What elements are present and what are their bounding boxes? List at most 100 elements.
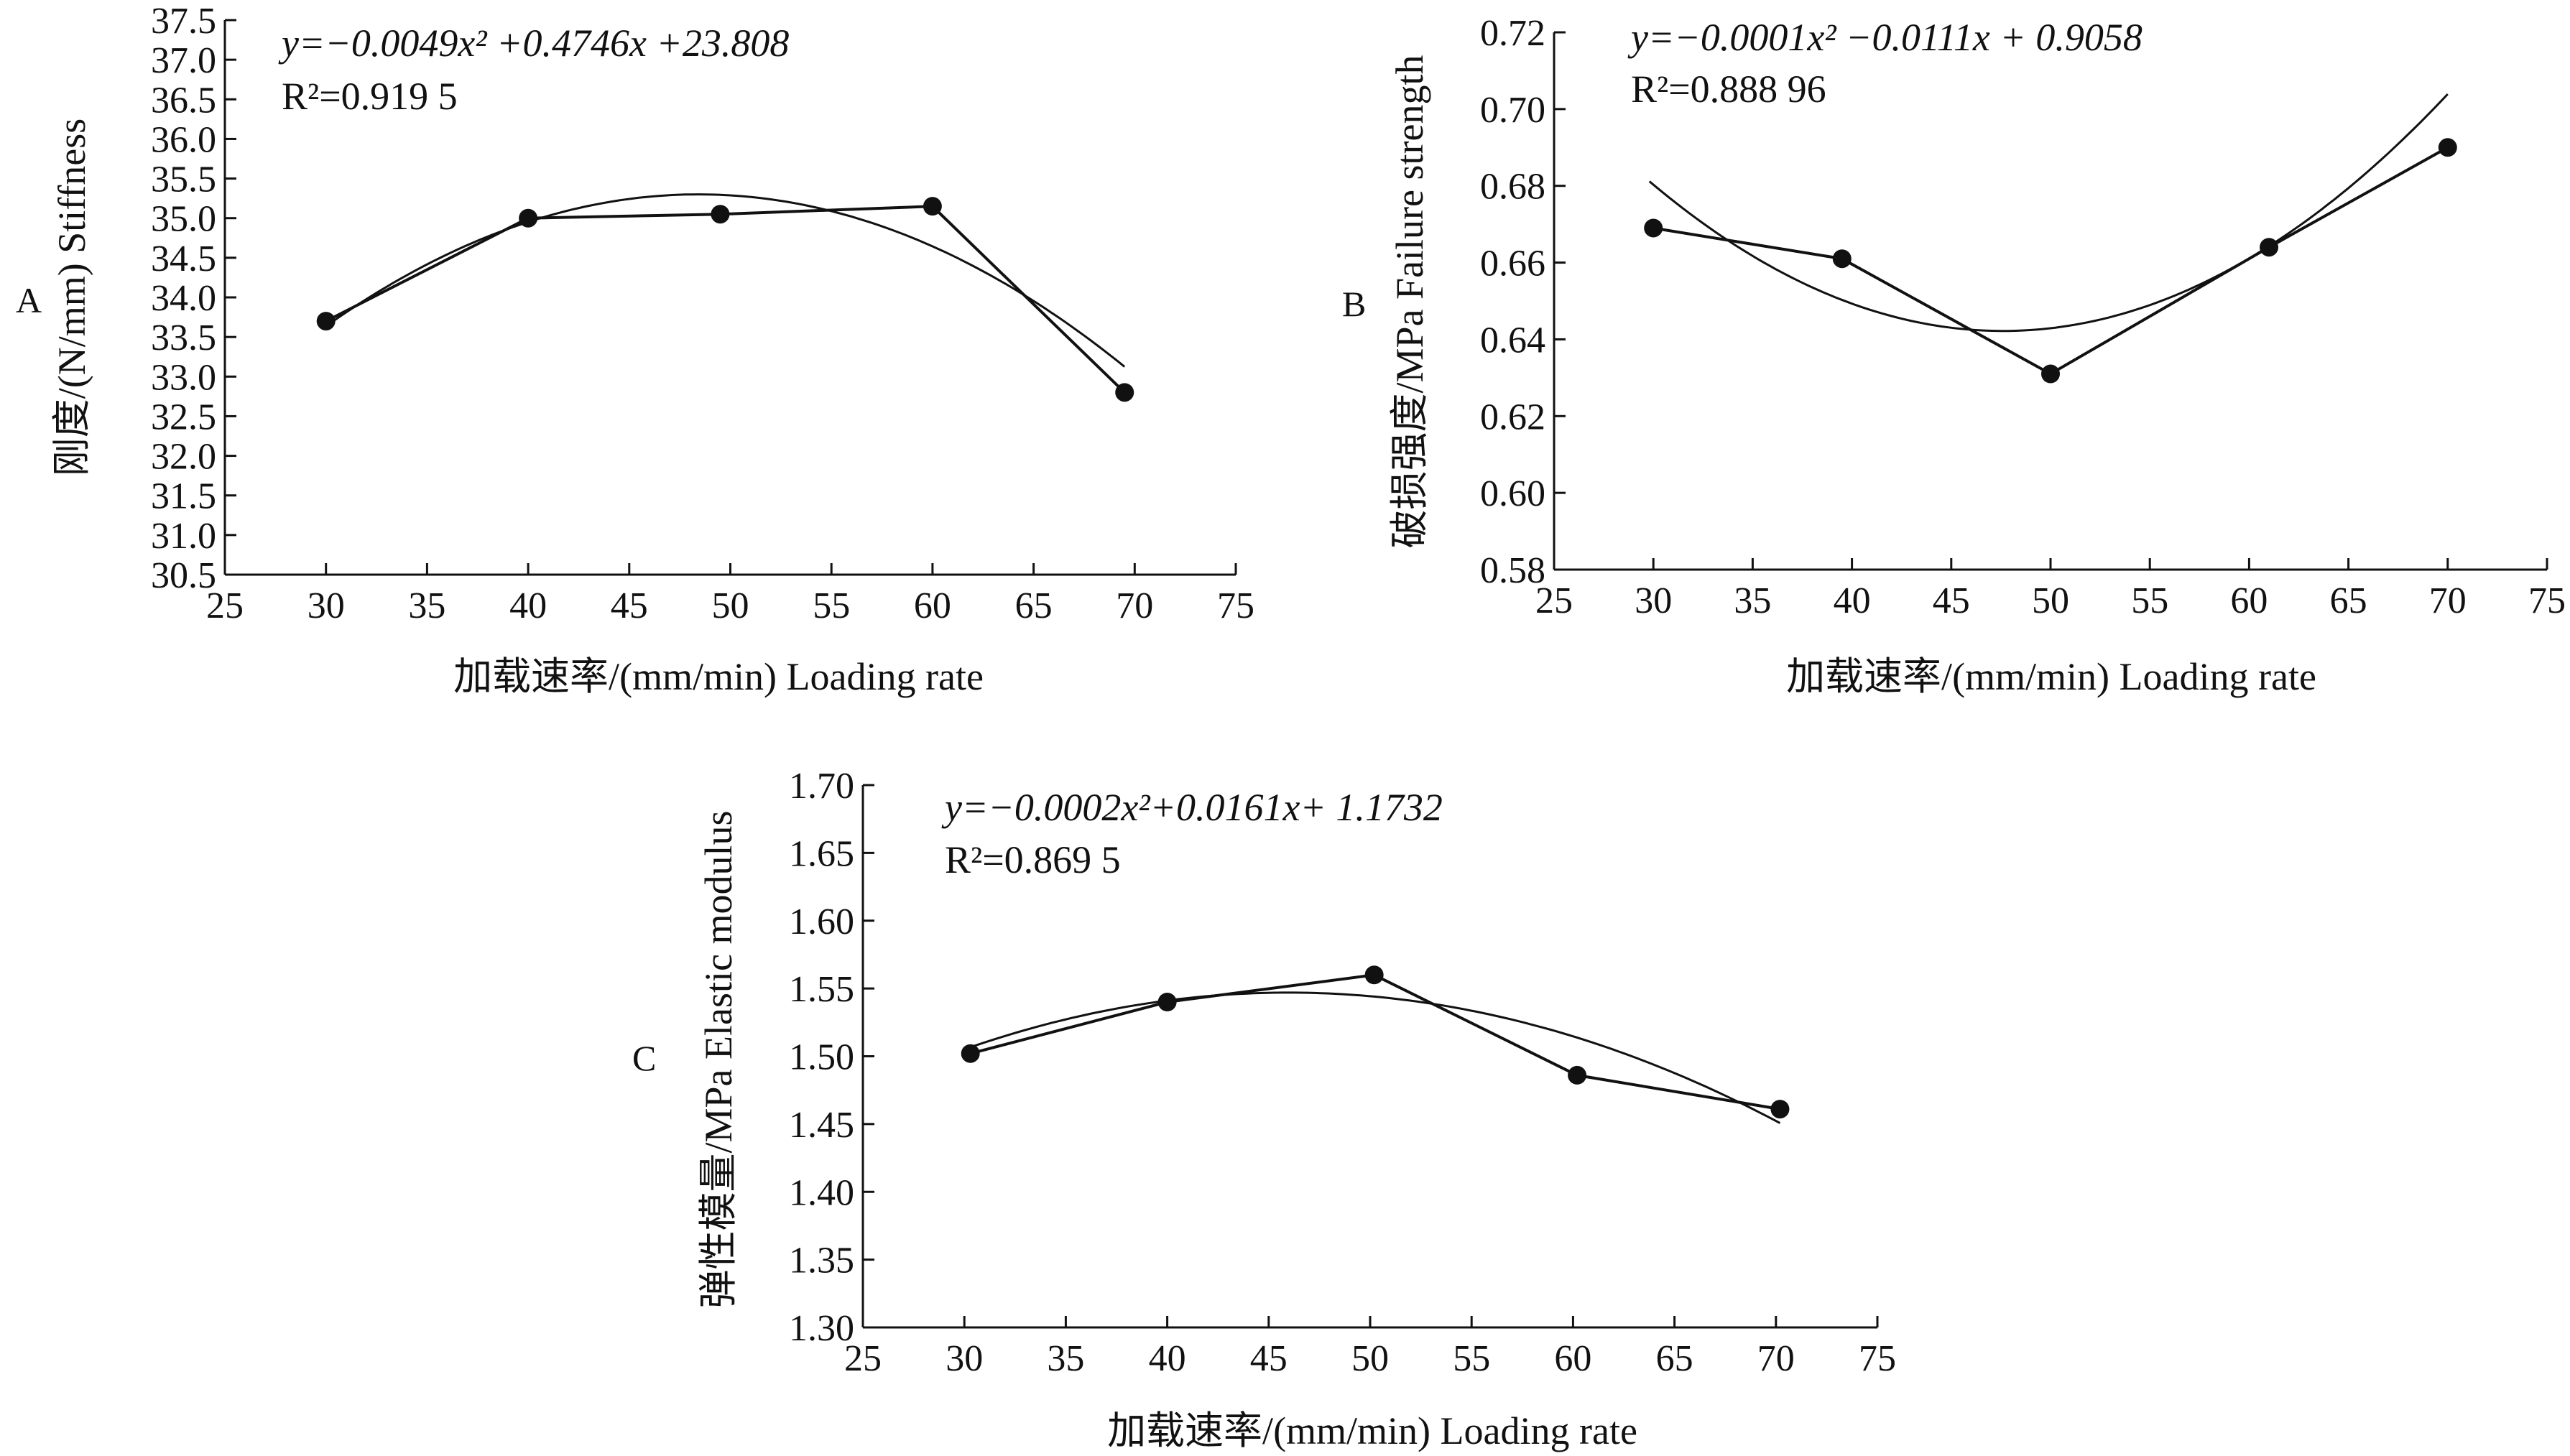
y-tick-label: 32.5 <box>151 397 216 437</box>
y-tick-label: 34.5 <box>151 238 216 279</box>
y-tick-label: 1.35 <box>789 1241 854 1281</box>
data-point <box>961 1044 980 1063</box>
r-squared: R²=0.869 5 <box>945 838 1121 881</box>
y-tick-label: 1.45 <box>789 1105 854 1146</box>
x-tick-label: 40 <box>509 585 547 626</box>
x-tick-label: 25 <box>844 1338 882 1379</box>
y-tick-label: 33.0 <box>151 357 216 398</box>
y-tick-label: 1.60 <box>789 901 854 942</box>
y-tick-label: 37.5 <box>151 1 216 42</box>
x-tick-label: 55 <box>2131 580 2168 621</box>
x-tick-label: 75 <box>1859 1338 1896 1379</box>
y-tick-label: 33.5 <box>151 317 216 358</box>
x-tick-label: 65 <box>1015 585 1053 626</box>
x-tick-label: 70 <box>1116 585 1153 626</box>
x-tick-label: 60 <box>1554 1338 1591 1379</box>
x-tick-label: 65 <box>1656 1338 1693 1379</box>
x-tick-label: 40 <box>1149 1338 1186 1379</box>
y-tick-label: 0.60 <box>1480 473 1545 514</box>
x-tick-label: 40 <box>1834 580 1871 621</box>
fit-equation: y=−0.0001x² −0.0111x + 0.9058 <box>1627 16 2143 59</box>
y-tick-label: 31.5 <box>151 476 216 517</box>
x-tick-label: 35 <box>1047 1338 1084 1379</box>
r-squared: R²=0.919 5 <box>282 75 458 118</box>
data-point <box>519 208 538 228</box>
data-line <box>970 973 1780 1111</box>
x-axis-label: 加载速率/(mm/min) Loading rate <box>1107 1409 1637 1452</box>
fit-equation: y=−0.0002x²+0.0161x+ 1.1732 <box>941 786 1443 829</box>
y-tick-label: 1.55 <box>789 969 854 1010</box>
data-point <box>1568 1065 1587 1085</box>
x-tick-label: 75 <box>2528 580 2566 621</box>
x-tick-label: 35 <box>1734 580 1771 621</box>
x-tick-label: 55 <box>813 585 850 626</box>
data-point <box>1364 965 1384 985</box>
data-point <box>1832 249 1852 269</box>
r-squared: R²=0.888 96 <box>1631 68 1826 111</box>
data-point <box>2438 138 2457 157</box>
y-axis-label: 破损强度/MPa Failure strength <box>1388 55 1431 549</box>
panel-letter: B <box>1342 284 1366 324</box>
y-axis-label: 刚度/(N/mm) Stiffness <box>50 119 93 477</box>
y-tick-label: 0.62 <box>1480 397 1545 437</box>
x-tick-label: 50 <box>2032 580 2069 621</box>
y-tick-label: 1.30 <box>789 1308 854 1349</box>
y-tick-label: 32.0 <box>151 437 216 478</box>
x-tick-label: 70 <box>2429 580 2467 621</box>
fit-curve <box>1648 93 2449 333</box>
x-axis-label: 加载速率/(mm/min) Loading rate <box>453 655 984 698</box>
fit-curve <box>325 193 1126 368</box>
y-tick-label: 0.66 <box>1480 244 1545 284</box>
x-tick-label: 25 <box>1535 580 1573 621</box>
y-tick-label: 0.70 <box>1480 90 1545 131</box>
y-tick-label: 36.5 <box>151 80 216 121</box>
x-tick-label: 50 <box>712 585 749 626</box>
x-tick-label: 75 <box>1217 585 1254 626</box>
fit-curve <box>970 991 1781 1124</box>
y-tick-label: 1.70 <box>789 766 854 807</box>
y-tick-label: 35.0 <box>151 199 216 240</box>
y-tick-label: 31.0 <box>151 516 216 557</box>
y-tick-label: 1.40 <box>789 1172 854 1213</box>
data-line <box>325 205 1126 394</box>
x-tick-label: 45 <box>1933 580 1970 621</box>
chart-panel-a: 25 30 35 40 45 50 55 60 65 70 75 30.531.031.532.032… <box>16 1 1254 698</box>
y-tick-label: 35.5 <box>151 159 216 200</box>
x-tick-label: 60 <box>914 585 951 626</box>
data-point <box>1157 993 1177 1011</box>
x-tick-label: 55 <box>1453 1338 1490 1379</box>
panel-letter: A <box>16 280 42 320</box>
y-tick-label: 1.50 <box>789 1037 854 1078</box>
y-tick-label: 1.65 <box>789 833 854 874</box>
chart-panel-b: 25 30 35 40 45 50 55 60 65 70 75 0.58 0.60 0.62 0.64 0.… <box>1342 13 2566 698</box>
x-axis-label: 加载速率/(mm/min) Loading rate <box>1786 655 2316 698</box>
x-tick-label: 45 <box>611 585 648 626</box>
data-point <box>1770 1100 1790 1119</box>
y-tick-label: 0.68 <box>1480 167 1545 208</box>
x-tick-label: 60 <box>2230 580 2268 621</box>
x-tick-label: 30 <box>946 1338 983 1379</box>
x-tick-label: 45 <box>1250 1338 1288 1379</box>
y-tick-label: 37.0 <box>151 40 216 81</box>
data-point <box>711 205 730 224</box>
y-tick-label: 30.5 <box>151 555 216 596</box>
x-tick-label: 30 <box>1635 580 1672 621</box>
y-tick-label: 0.64 <box>1480 320 1545 361</box>
panel-letter: C <box>632 1038 656 1078</box>
data-point <box>2260 238 2279 257</box>
x-tick-label: 65 <box>2330 580 2367 621</box>
data-point <box>316 312 336 331</box>
y-tick-label: 0.72 <box>1480 13 1545 54</box>
y-axis-label: 弹性模量/MPa Elastic modulus <box>697 811 740 1309</box>
data-point <box>1644 218 1663 238</box>
x-tick-label: 50 <box>1351 1338 1389 1379</box>
data-line <box>1653 146 2449 376</box>
data-point <box>923 197 942 216</box>
y-tick-label: 36.0 <box>151 119 216 160</box>
y-tick-label: 34.0 <box>151 278 216 319</box>
y-tick-label: 0.58 <box>1480 550 1545 591</box>
x-tick-label: 35 <box>408 585 445 626</box>
data-point <box>2041 364 2060 384</box>
chart-panel-c: 25 30 35 40 45 50 55 60 65 70 75 1.30 1.35 1.40 1.45 1.… <box>632 766 1896 1452</box>
